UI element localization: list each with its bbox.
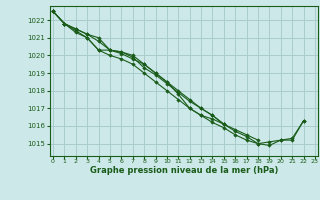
- X-axis label: Graphe pression niveau de la mer (hPa): Graphe pression niveau de la mer (hPa): [90, 166, 278, 175]
